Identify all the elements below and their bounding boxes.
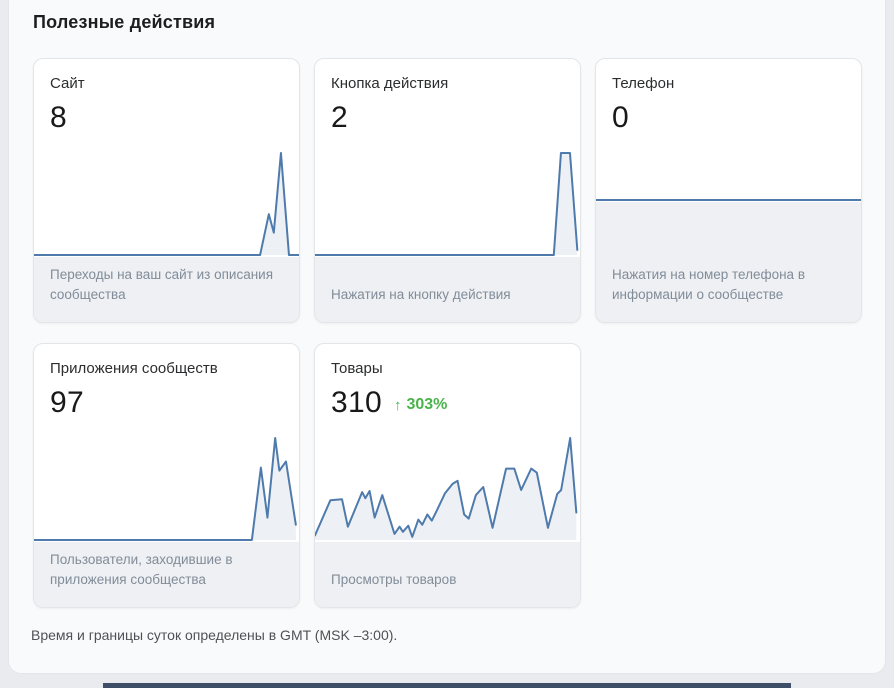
card-label: Товары	[331, 360, 383, 377]
caption-text: Просмотры товаров	[331, 572, 457, 587]
card-caption: Нажатия на номер телефона в информации о…	[596, 202, 861, 322]
growth-percent: 303%	[406, 396, 448, 413]
card-value: 97	[50, 386, 84, 419]
sparkline-area	[34, 438, 296, 540]
card-label: Телефон	[612, 75, 675, 92]
card-head: Кнопка действия 2	[315, 59, 580, 135]
card-head: Сайт 8	[34, 59, 299, 135]
card-value-row: 310 ↑ 303%	[331, 386, 564, 420]
card-head: Товары 310 ↑ 303%	[315, 344, 580, 420]
stat-card-phone[interactable]: Телефон 0 Нажатия на номер телефона в ин…	[595, 58, 862, 323]
growth-arrow-icon: ↑	[393, 396, 402, 414]
sparkline-area	[34, 153, 299, 255]
content-panel: Полезные действия Сайт 8 Переходы на ваш…	[9, 0, 885, 673]
card-label: Приложения сообществ	[50, 360, 218, 377]
sparkline-line	[34, 437, 297, 541]
sparkline-area	[315, 438, 577, 540]
sparkline-chart	[315, 152, 579, 256]
card-head: Приложения сообществ 97	[34, 344, 299, 420]
card-caption: Переходы на ваш сайт из описания сообщес…	[34, 257, 299, 322]
card-value-row: 8	[50, 101, 283, 135]
card-caption: Пользователи, заходившие в приложения со…	[34, 542, 299, 607]
caption-text: Пользователи, заходившие в приложения со…	[50, 552, 233, 587]
card-value-row: 0	[612, 101, 845, 135]
page-title: Полезные действия	[33, 12, 216, 32]
bottom-bar	[103, 683, 791, 688]
sparkline-area	[315, 153, 578, 255]
card-value-row: 2	[331, 101, 564, 135]
sparkline-line	[34, 152, 299, 256]
timezone-note: Время и границы суток определены в GMT (…	[31, 627, 398, 643]
sparkline-chart	[315, 437, 578, 540]
caption-text: Переходы на ваш сайт из описания сообщес…	[50, 267, 274, 302]
sparkline-chart	[596, 199, 861, 201]
sparkline-chart	[34, 437, 297, 541]
card-label: Сайт	[50, 75, 85, 92]
growth-badge: ↑ 303%	[394, 392, 447, 414]
card-value: 0	[612, 101, 629, 134]
card-caption: Нажатия на кнопку действия	[315, 257, 580, 322]
stat-card-community-apps[interactable]: Приложения сообществ 97 Пользователи, за…	[33, 343, 300, 608]
card-caption: Просмотры товаров	[315, 542, 580, 607]
sparkline-line	[315, 437, 578, 538]
sparkline-line	[315, 152, 579, 256]
card-value: 2	[331, 101, 348, 134]
card-label: Кнопка действия	[331, 75, 449, 92]
card-value: 8	[50, 101, 67, 134]
card-value: 310	[331, 386, 382, 419]
sparkline-chart	[34, 152, 299, 256]
stat-card-action-button[interactable]: Кнопка действия 2 Нажатия на кнопку дейс…	[314, 58, 581, 323]
cards-grid: Сайт 8 Переходы на ваш сайт из описания …	[33, 58, 862, 608]
caption-text: Нажатия на кнопку действия	[331, 287, 511, 302]
card-value-row: 97	[50, 386, 283, 420]
card-head: Телефон 0	[596, 59, 861, 135]
stat-card-products[interactable]: Товары 310 ↑ 303% Просмотры товаров	[314, 343, 581, 608]
caption-text: Нажатия на номер телефона в информации о…	[612, 267, 805, 302]
stat-card-site[interactable]: Сайт 8 Переходы на ваш сайт из описания …	[33, 58, 300, 323]
